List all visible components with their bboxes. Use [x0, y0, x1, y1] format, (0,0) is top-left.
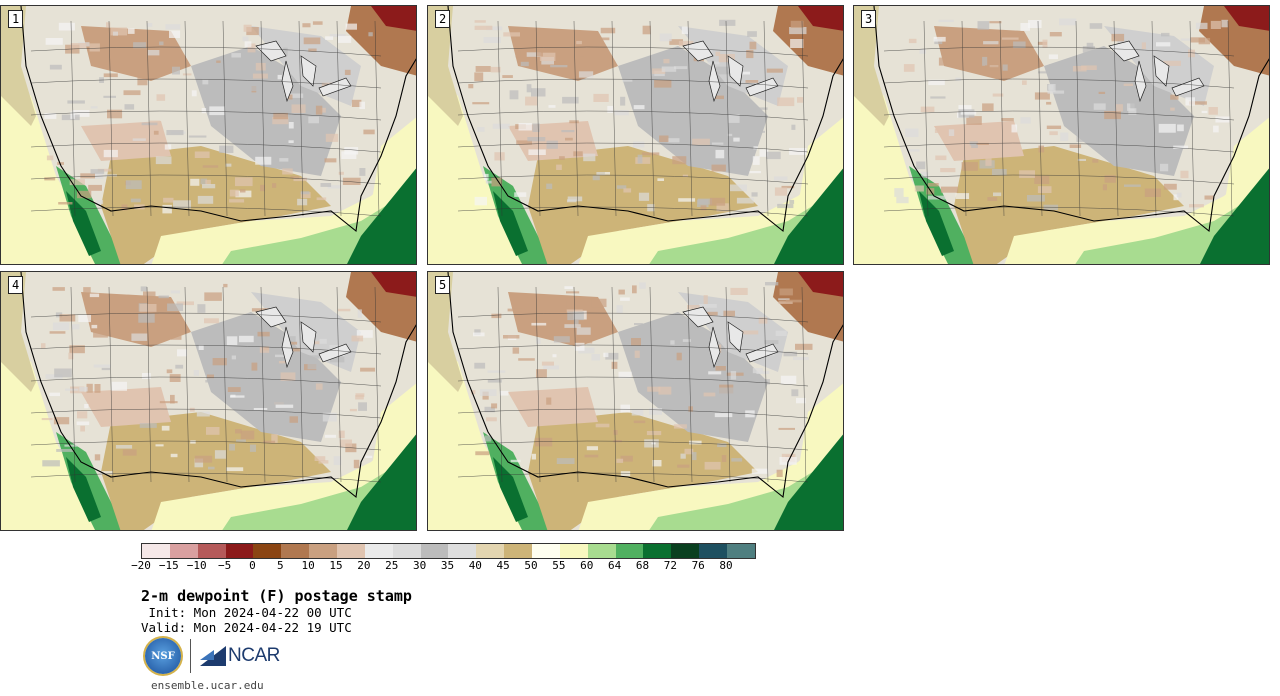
colorbar-tick-label: −20: [131, 559, 151, 572]
colorbar-tick-label: 30: [412, 559, 427, 572]
colorbar-swatch: [253, 544, 282, 558]
member-label: 2: [435, 10, 451, 28]
member-label: 5: [435, 276, 451, 294]
colorbar-swatch: [364, 544, 393, 558]
colorbar-swatch: [671, 544, 700, 558]
colorbar-tick-label: −5: [217, 559, 232, 572]
colorbar-tick-label: 25: [385, 559, 399, 572]
colorbar-tick-label: 50: [524, 559, 538, 572]
colorbar-swatches: [141, 543, 756, 559]
logo-divider: [190, 639, 191, 673]
dewpoint-map-image: [428, 6, 843, 264]
colorbar-swatch: [615, 544, 644, 558]
init-time: Init: Mon 2024-04-22 00 UTC: [141, 605, 352, 620]
logos: NSF NCAR: [145, 638, 280, 674]
colorbar-tick-label: 40: [468, 559, 482, 572]
ensemble-member-map-1: 1: [0, 5, 417, 265]
colorbar-tick-label: 76: [691, 559, 705, 572]
colorbar-swatch: [281, 544, 310, 558]
colorbar-swatch: [420, 544, 449, 558]
colorbar-tick-label: −10: [186, 559, 207, 572]
colorbar-swatch: [587, 544, 616, 558]
colorbar-swatch: [169, 544, 198, 558]
dewpoint-map-image: [428, 272, 843, 530]
colorbar-tick-label: 60: [580, 559, 594, 572]
colorbar-tick-label: 0: [249, 559, 256, 572]
colorbar-tick-label: 55: [552, 559, 566, 572]
dewpoint-map-image: [1, 6, 416, 264]
dewpoint-map-image: [1, 272, 416, 530]
colorbar-tick-label: 35: [440, 559, 455, 572]
ensemble-member-map-3: 3: [853, 5, 1270, 265]
colorbar-tick-label: 68: [635, 559, 650, 572]
valid-time: Valid: Mon 2024-04-22 19 UTC: [141, 620, 352, 635]
colorbar-swatch: [699, 544, 728, 558]
colorbar-tick-label: 80: [719, 559, 733, 572]
colorbar-tick-label: 20: [357, 559, 371, 572]
colorbar-tick-label: 10: [301, 559, 315, 572]
nsf-logo-icon: NSF: [145, 638, 181, 674]
ncar-logo-icon: NCAR: [200, 645, 280, 667]
ensemble-member-map-5: 5: [427, 271, 844, 531]
colorbar-tick-label: −15: [158, 559, 179, 572]
page-title: 2-m dewpoint (F) postage stamp: [141, 587, 412, 605]
colorbar-swatch: [476, 544, 505, 558]
colorbar-swatch: [559, 544, 588, 558]
colorbar-tick-label: 64: [607, 559, 622, 572]
colorbar-swatch: [727, 544, 755, 558]
member-label: 3: [861, 10, 877, 28]
colorbar-swatch: [504, 544, 533, 558]
ensemble-member-map-2: 2: [427, 5, 844, 265]
colorbar-tick-label: 72: [663, 559, 677, 572]
colorbar-swatch: [225, 544, 254, 558]
member-label: 1: [8, 10, 24, 28]
colorbar-tick-label: 15: [329, 559, 343, 572]
colorbar-swatch: [643, 544, 672, 558]
colorbar-ticks: −20 −15 −10 −5 0 5 10 15 20 25 30 35 40 45 50 55 60 64 68 7…: [131, 559, 756, 575]
colorbar-tick-label: 45: [496, 559, 510, 572]
dewpoint-colorbar: −20 −15 −10 −5 0 5 10 15 20 25 30 35 40 45 50 55 60 64 68 7…: [131, 543, 756, 575]
colorbar-swatch: [448, 544, 477, 558]
colorbar-swatch: [309, 544, 338, 558]
colorbar-swatch: [532, 544, 560, 558]
member-label: 4: [8, 276, 24, 294]
colorbar-tick-label: 5: [276, 559, 284, 572]
colorbar-swatch: [392, 544, 421, 558]
colorbar-swatch: [142, 544, 170, 558]
colorbar-swatch: [197, 544, 226, 558]
colorbar-swatch: [337, 544, 365, 558]
ensemble-member-map-4: 4: [0, 271, 417, 531]
source-url: ensemble.ucar.edu: [151, 679, 264, 692]
dewpoint-map-image: [854, 6, 1269, 264]
